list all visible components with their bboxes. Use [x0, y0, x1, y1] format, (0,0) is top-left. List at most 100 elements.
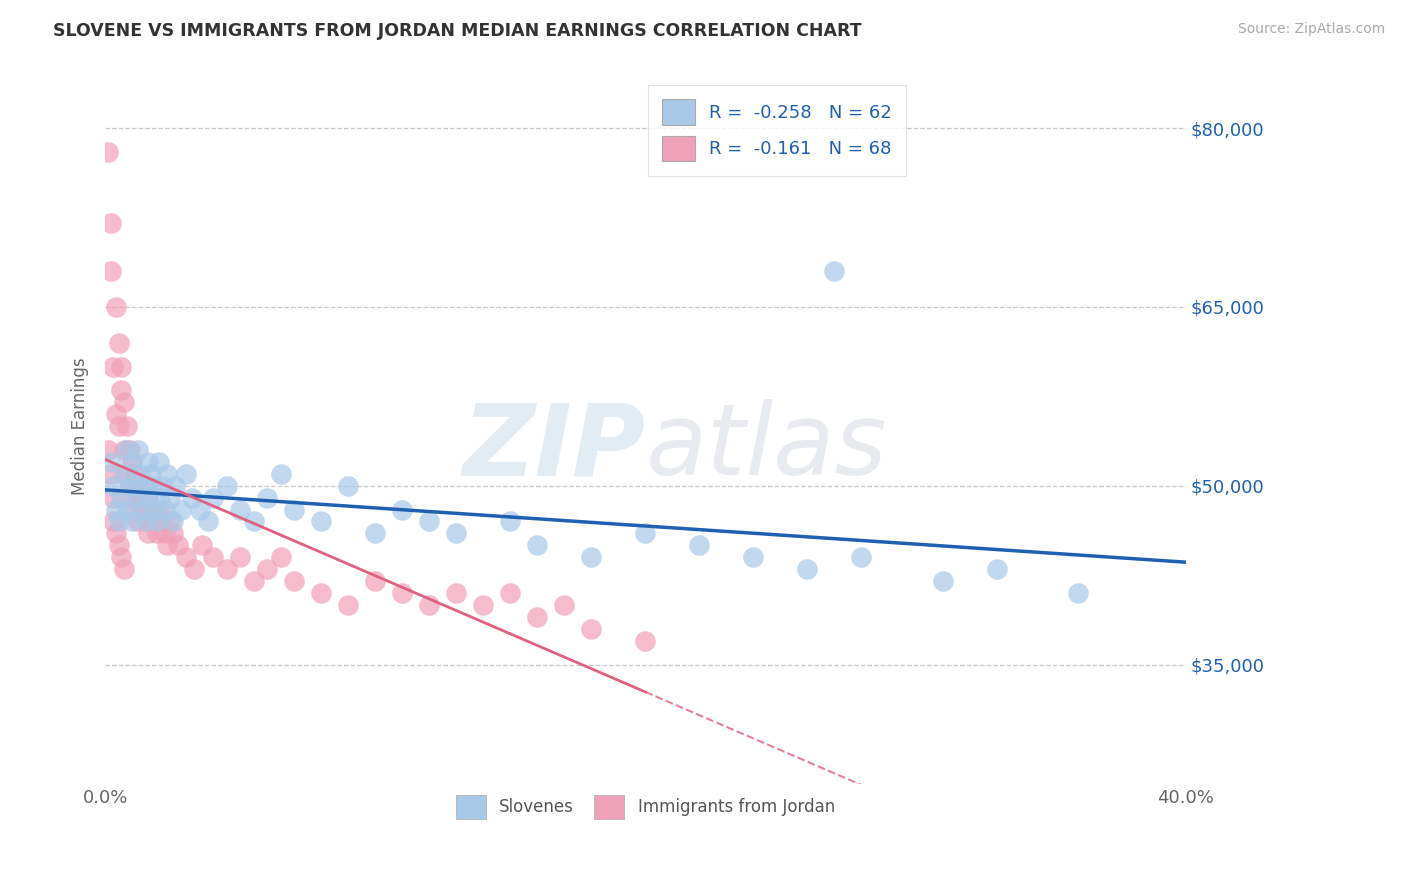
Point [139, 502, 162, 516]
Point [138, 526, 160, 541]
Point [215, 479, 238, 493]
Point [364, 526, 387, 541]
Point [191, 538, 214, 552]
Point [142, 479, 165, 493]
Point [115, 419, 138, 434]
Point [418, 598, 440, 612]
Point [156, 467, 179, 481]
Point [97, 145, 120, 159]
Point [148, 491, 170, 505]
Point [148, 455, 170, 469]
Point [270, 550, 292, 565]
Point [311, 586, 333, 600]
Point [124, 502, 146, 516]
Point [142, 502, 165, 516]
Point [138, 455, 160, 469]
Point [986, 562, 1008, 576]
Point [105, 502, 128, 516]
Point [121, 515, 143, 529]
Point [135, 479, 157, 493]
Point [742, 550, 765, 565]
Point [337, 479, 360, 493]
Point [107, 335, 129, 350]
Point [105, 526, 128, 541]
Point [100, 467, 122, 481]
Point [115, 442, 138, 457]
Point [132, 502, 155, 516]
Point [446, 586, 468, 600]
Point [188, 502, 211, 516]
Point [150, 479, 173, 493]
Point [283, 502, 305, 516]
Point [499, 586, 522, 600]
Point [283, 574, 305, 588]
Point [110, 491, 132, 505]
Point [135, 515, 157, 529]
Point [97, 442, 120, 457]
Text: atlas: atlas [645, 399, 887, 496]
Legend: Slovenes, Immigrants from Jordan: Slovenes, Immigrants from Jordan [450, 789, 841, 825]
Point [256, 491, 278, 505]
Point [167, 538, 190, 552]
Point [159, 491, 181, 505]
Point [581, 622, 603, 636]
Point [127, 491, 149, 505]
Point [153, 526, 176, 541]
Point [391, 502, 413, 516]
Point [110, 359, 132, 374]
Point [105, 300, 128, 314]
Point [159, 515, 181, 529]
Point [337, 598, 360, 612]
Point [121, 491, 143, 505]
Point [156, 538, 179, 552]
Point [112, 395, 135, 409]
Point [121, 455, 143, 469]
Point [138, 491, 160, 505]
Point [118, 442, 141, 457]
Point [472, 598, 495, 612]
Point [162, 515, 184, 529]
Point [112, 442, 135, 457]
Point [174, 467, 197, 481]
Point [135, 515, 157, 529]
Point [446, 526, 468, 541]
Point [796, 562, 818, 576]
Point [931, 574, 953, 588]
Point [162, 526, 184, 541]
Point [107, 538, 129, 552]
Point [127, 515, 149, 529]
Point [391, 586, 413, 600]
Point [139, 467, 162, 481]
Point [103, 515, 125, 529]
Point [110, 550, 132, 565]
Text: Source: ZipAtlas.com: Source: ZipAtlas.com [1237, 22, 1385, 37]
Point [270, 467, 292, 481]
Point [127, 479, 149, 493]
Point [634, 526, 657, 541]
Point [145, 526, 167, 541]
Point [124, 467, 146, 481]
Point [145, 515, 167, 529]
Point [115, 467, 138, 481]
Point [197, 515, 219, 529]
Point [256, 562, 278, 576]
Point [148, 502, 170, 516]
Point [100, 455, 122, 469]
Point [183, 562, 205, 576]
Point [851, 550, 873, 565]
Point [112, 562, 135, 576]
Point [135, 479, 157, 493]
Point [170, 502, 193, 516]
Point [110, 384, 132, 398]
Point [174, 550, 197, 565]
Text: SLOVENE VS IMMIGRANTS FROM JORDAN MEDIAN EARNINGS CORRELATION CHART: SLOVENE VS IMMIGRANTS FROM JORDAN MEDIAN… [53, 22, 862, 40]
Point [132, 502, 155, 516]
Point [215, 562, 238, 576]
Point [165, 479, 187, 493]
Point [311, 515, 333, 529]
Point [824, 264, 846, 278]
Point [526, 610, 548, 624]
Point [229, 550, 252, 565]
Point [242, 515, 264, 529]
Point [1066, 586, 1088, 600]
